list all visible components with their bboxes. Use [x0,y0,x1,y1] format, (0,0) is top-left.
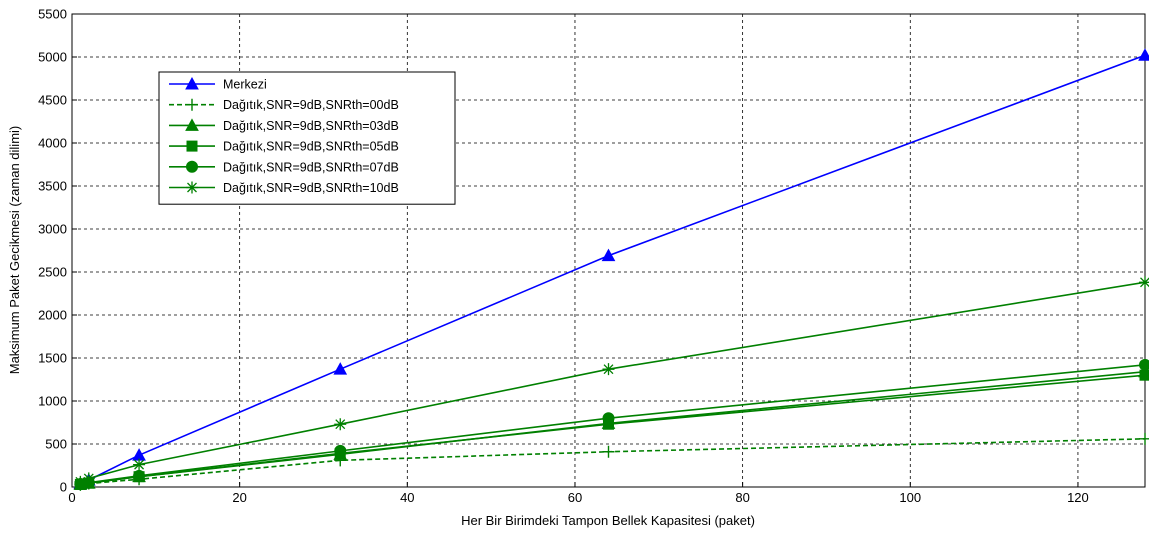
data-point-marker [1139,358,1149,371]
data-point-marker [133,458,146,471]
y-tick-label: 2500 [38,265,67,280]
legend-marker [186,98,198,111]
data-point-marker [82,472,95,485]
x-tick-label: 20 [232,490,246,505]
y-tick-label: 1000 [38,394,67,409]
data-point-marker [602,412,615,425]
legend-label: Dağıtık,SNR=9dB,SNRth=10dB [223,181,399,195]
data-point-marker [602,363,615,376]
series-4 [74,358,1149,490]
x-tick-label: 0 [68,490,75,505]
data-point-marker [334,418,347,431]
legend-marker [186,160,198,173]
data-point-marker [1139,369,1149,381]
legend-label: Merkezi [223,78,267,92]
x-tick-label: 120 [1067,490,1089,505]
data-point-marker [334,444,347,457]
y-tick-label: 4500 [38,93,67,108]
y-tick-label: 5000 [38,50,67,65]
legend-marker [186,140,198,152]
y-tick-label: 5500 [38,7,67,22]
legend-marker [185,76,199,90]
legend-label: Dağıtık,SNR=9dB,SNRth=00dB [223,98,399,112]
y-tick-label: 0 [60,480,67,495]
axis-ticks: 0 20 40 60 80 100 120 0 500 1000 1500 2000 2500 3000 3… [38,7,1089,506]
y-tick-label: 2000 [38,308,67,323]
data-point-marker [602,445,615,458]
y-tick-label: 3500 [38,179,67,194]
data-point-marker [333,362,348,375]
y-tick-label: 3000 [38,222,67,237]
series-group [73,48,1149,491]
y-axis-label: Maksimum Paket Gecikmesi (zaman dilimi) [7,126,22,375]
legend: Merkezi Dağıtık,SNR=9dB,SNRth=00dB Dağıtık… [158,71,456,205]
legend-label: Dağıtık,SNR=9dB,SNRth=05dB [223,140,399,154]
data-point-marker [133,469,146,482]
legend-label: Dağıtık,SNR=9dB,SNRth=03dB [223,119,399,133]
y-tick-label: 500 [45,437,67,452]
y-tick-label: 4000 [38,136,67,151]
data-point-marker [1138,48,1149,61]
x-tick-label: 80 [735,490,749,505]
data-point-marker [601,248,616,262]
x-axis-label: Her Bir Birimdeki Tampon Bellek Kapasite… [461,513,755,528]
legend-marker [185,118,199,131]
x-tick-label: 100 [899,490,921,505]
data-point-marker [74,475,87,488]
legend-label: Dağıtık,SNR=9dB,SNRth=07dB [223,160,399,174]
x-tick-label: 40 [400,490,414,505]
data-point-marker [1139,432,1149,445]
series-5 [74,276,1149,488]
legend-box [158,71,456,205]
y-tick-label: 1500 [38,351,67,366]
data-point-marker [1139,276,1149,289]
series-line [80,438,1146,486]
x-tick-label: 60 [568,490,582,505]
legend-marker [186,181,198,194]
